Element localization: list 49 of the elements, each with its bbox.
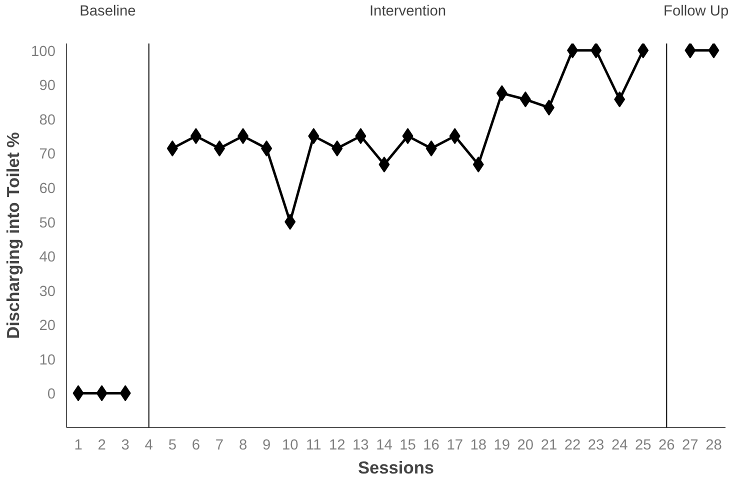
x-tick-label: 6 xyxy=(192,438,200,454)
x-tick-label: 21 xyxy=(540,438,558,454)
x-tick-label: 23 xyxy=(588,438,604,454)
x-tick-label: 17 xyxy=(446,438,463,454)
x-tick-label: 28 xyxy=(706,438,722,454)
text: Follow Up xyxy=(664,4,729,20)
x-tick-label: 9 xyxy=(262,438,271,454)
y-tick-label: 0 xyxy=(47,386,56,403)
x-tick-label: 14 xyxy=(376,438,392,454)
x-tick-label: 25 xyxy=(634,438,652,454)
text: Baseline xyxy=(80,4,136,20)
x-tick-label: 3 xyxy=(121,438,130,454)
y-tick-label: 70 xyxy=(39,146,56,163)
x-tick-label: 11 xyxy=(306,438,322,454)
y-axis-title: Discharging into Toilet % xyxy=(3,132,24,339)
y-tick-label: 100 xyxy=(31,44,56,60)
text: Intervention xyxy=(369,4,446,20)
x-tick-label: 7 xyxy=(215,438,224,454)
x-tick-label: 13 xyxy=(352,438,369,454)
x-tick-label: 16 xyxy=(423,438,440,454)
x-tick-label: 4 xyxy=(144,438,153,454)
y-tick-label: 60 xyxy=(39,181,56,197)
y-tick-label: 80 xyxy=(39,112,56,128)
y-tick-label: 50 xyxy=(39,215,56,232)
x-tick-label: 5 xyxy=(168,438,176,454)
x-tick-label: 19 xyxy=(494,438,510,454)
x-tick-label: 2 xyxy=(98,438,106,454)
y-tick-label: 90 xyxy=(39,78,56,94)
point xyxy=(708,44,720,58)
x-tick-label: 18 xyxy=(470,438,487,454)
point xyxy=(590,44,602,58)
y-tick-label: 20 xyxy=(39,318,56,334)
point xyxy=(684,44,696,58)
x-tick-label: 26 xyxy=(658,438,675,454)
point xyxy=(638,44,649,58)
x-tick-label: 10 xyxy=(282,438,298,454)
point xyxy=(567,44,578,58)
x-tick-label: 24 xyxy=(611,438,628,454)
x-tick-label: 15 xyxy=(400,438,416,454)
y-tick-label: 40 xyxy=(39,250,56,266)
x-tick-label: 12 xyxy=(329,438,346,454)
x-tick-label: 22 xyxy=(564,438,581,454)
x-tick-label: 20 xyxy=(517,438,534,454)
y-tick-label: 10 xyxy=(39,352,56,368)
x-tick-label: 1 xyxy=(74,438,82,454)
x-axis-title: Sessions xyxy=(358,458,434,478)
y-tick-label: 30 xyxy=(39,284,56,300)
x-tick-label: 27 xyxy=(682,438,698,454)
x-tick-label: 8 xyxy=(238,438,248,454)
